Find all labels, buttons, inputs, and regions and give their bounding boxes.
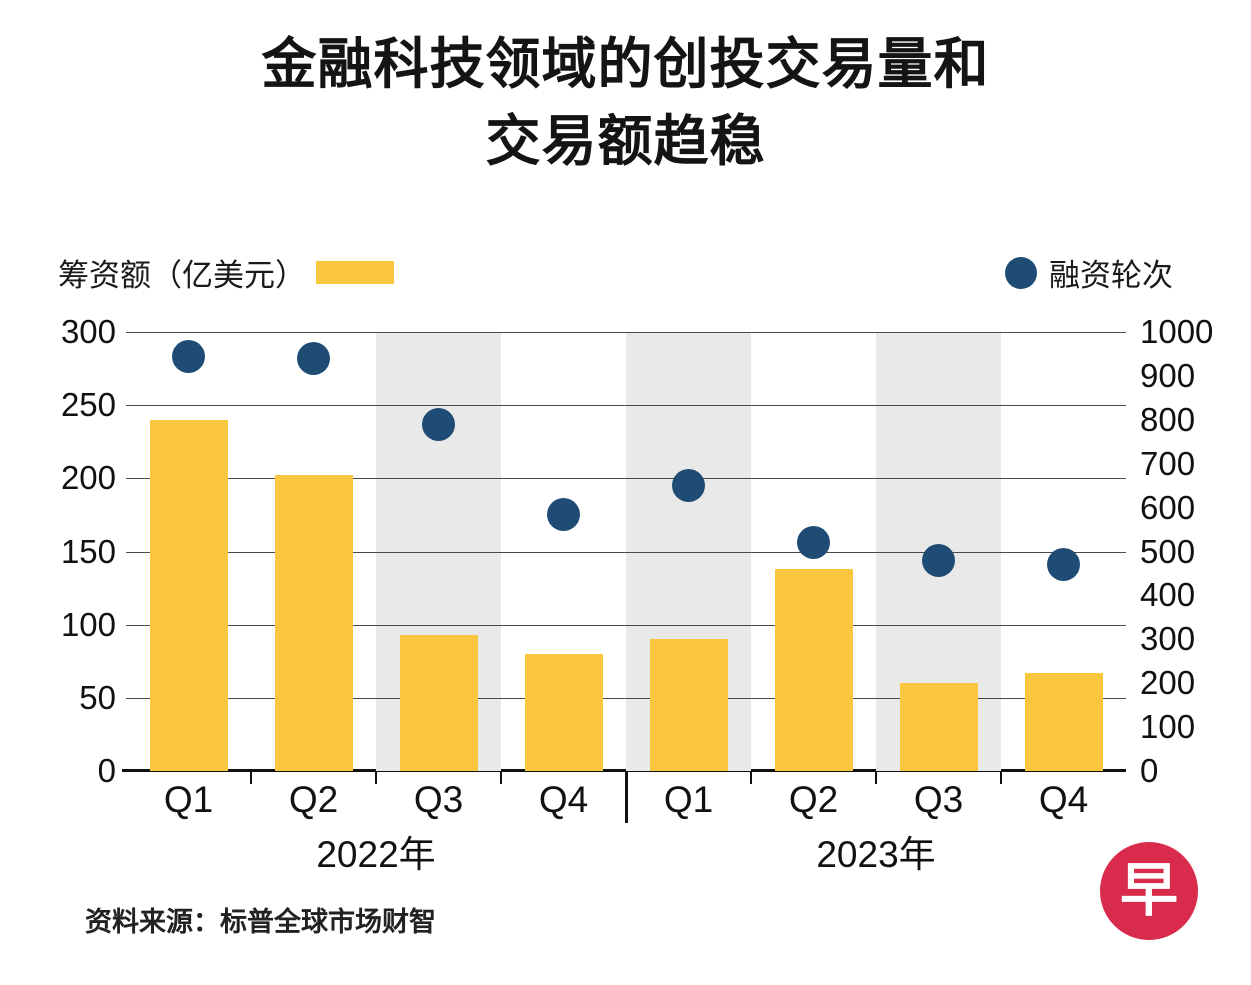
legend-bars-label: 筹资额（亿美元） xyxy=(58,258,306,293)
x-label-Q3-6: Q3 xyxy=(913,779,964,820)
y-left-tick-0: 0 xyxy=(97,752,116,789)
y-left-tick-250: 250 xyxy=(60,386,116,424)
x-label-Q4-7: Q4 xyxy=(1038,779,1089,820)
y-axis-left-labels: 300 250 200 150 100 50 0 xyxy=(10,313,116,789)
x-axis-tick xyxy=(375,771,377,784)
x-label-Q2-5: Q2 xyxy=(788,779,839,820)
dot-legend-swatch xyxy=(1005,256,1037,289)
x-axis-tick xyxy=(750,771,752,784)
dot-Q4-7 xyxy=(1047,548,1080,582)
x-axis-quarter-labels: Q1 Q2 Q3 Q4 Q1 Q2 Q3 Q4 xyxy=(126,779,1126,823)
zaobao-logo: 早 xyxy=(1100,842,1198,940)
y-right-tick-700: 700 xyxy=(1140,444,1196,482)
x-axis-baseline xyxy=(122,769,1126,772)
dot-Q1-0 xyxy=(172,339,205,373)
zaobao-logo-char: 早 xyxy=(1119,858,1178,923)
y-right-tick-900: 900 xyxy=(1140,356,1196,394)
y-axis-right-labels: 1000 900 800 700 600 500 400 300 200 100 0 xyxy=(1140,313,1240,789)
gridline-250 xyxy=(126,405,1126,407)
dot-Q2-5 xyxy=(797,526,830,560)
bar-Q4-7 xyxy=(1024,672,1103,771)
y-left-tick-300: 300 xyxy=(60,313,116,350)
x-label-Q4-3: Q4 xyxy=(538,779,589,820)
year-label-2023年: 2023年 xyxy=(816,834,936,875)
bar-Q3-2 xyxy=(399,634,478,771)
gridline-300 xyxy=(126,332,1126,333)
y-right-tick-800: 800 xyxy=(1140,400,1196,438)
y-left-tick-200: 200 xyxy=(60,459,116,497)
gridline-200 xyxy=(126,478,1126,480)
y-right-tick-1000: 1000 xyxy=(1140,313,1214,350)
y-right-tick-400: 400 xyxy=(1140,576,1196,614)
dot-Q2-1 xyxy=(297,341,330,375)
y-right-tick-300: 300 xyxy=(1140,620,1196,658)
x-axis-tick xyxy=(500,771,502,784)
dot-Q4-3 xyxy=(547,497,580,531)
dot-Q1-4 xyxy=(672,469,705,503)
year-label-2022年: 2022年 xyxy=(316,834,436,875)
y-right-tick-200: 200 xyxy=(1140,664,1196,702)
plot-area xyxy=(122,332,1126,823)
x-axis-tick xyxy=(1000,771,1002,784)
y-left-tick-100: 100 xyxy=(60,605,116,643)
year-divider xyxy=(624,771,628,823)
bar-Q1-0 xyxy=(149,419,228,771)
x-label-Q2-1: Q2 xyxy=(288,779,339,820)
x-axis-tick xyxy=(875,771,877,784)
dot-Q3-2 xyxy=(422,407,455,441)
x-axis-tick xyxy=(250,771,252,784)
gridline-50 xyxy=(126,697,1126,699)
y-left-tick-50: 50 xyxy=(79,678,116,716)
legend-dots: 融资轮次 xyxy=(1005,250,1173,295)
gridline-150 xyxy=(126,551,1126,553)
source-credit: 资料来源：标普全球市场财智 xyxy=(85,907,436,937)
bar-Q2-1 xyxy=(274,475,353,771)
bar-legend-swatch xyxy=(316,261,394,284)
bar-Q2-5 xyxy=(774,569,853,771)
chart-title: 金融科技领域的创投交易量和 交易额趋稳 xyxy=(261,33,990,172)
gridline-100 xyxy=(126,624,1126,626)
bar-Q3-6 xyxy=(899,683,978,771)
x-label-Q1-4: Q1 xyxy=(663,779,714,820)
bar-Q1-4 xyxy=(649,639,728,771)
legend-dots-label: 融资轮次 xyxy=(1049,258,1173,293)
bar-Q4-3 xyxy=(524,653,603,771)
x-label-Q1-0: Q1 xyxy=(163,779,214,820)
y-right-tick-100: 100 xyxy=(1140,708,1196,746)
x-axis-year-labels: 2022年 2023年 xyxy=(126,824,1126,875)
y-right-tick-0: 0 xyxy=(1140,752,1159,789)
y-right-tick-500: 500 xyxy=(1140,532,1196,570)
y-right-tick-600: 600 xyxy=(1140,488,1196,526)
legend-bars: 筹资额（亿美元） xyxy=(58,250,394,295)
dot-Q3-6 xyxy=(922,543,955,577)
y-left-tick-150: 150 xyxy=(60,532,116,570)
x-label-Q3-2: Q3 xyxy=(413,779,464,820)
